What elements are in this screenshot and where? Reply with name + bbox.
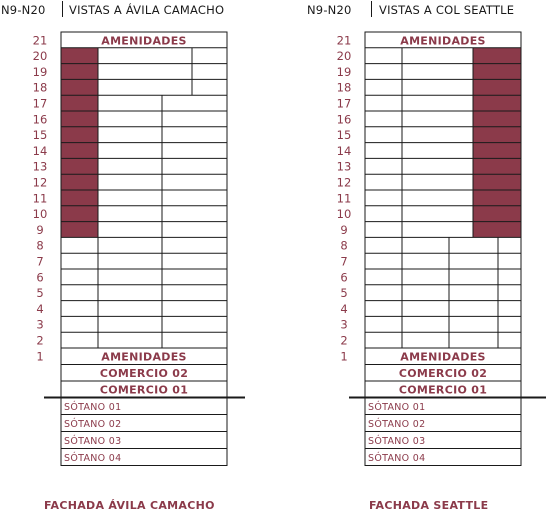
top-band-label: AMENIDADES [400,34,485,47]
floor-number: 21 [337,33,352,47]
heading-divider [371,1,372,17]
panel-footer: FACHADA SEATTLE [369,499,489,512]
floor-number: 3 [36,318,43,332]
floor-number: 1 [340,349,347,363]
floor-number: 6 [340,270,347,284]
lower-band-label: COMERCIO 01 [100,384,188,397]
basement-label: SÓTANO 02 [64,418,121,430]
basement-label: SÓTANO 02 [368,418,425,430]
floor-number: 16 [33,112,48,126]
floor-number: 14 [337,144,352,158]
floor-number: 9 [340,223,347,237]
floor-number: 20 [33,49,48,63]
floor-number: 10 [33,207,48,221]
floor-number: 18 [337,81,352,95]
floor-number: 12 [337,176,352,190]
floor-number: 8 [36,239,43,253]
lower-band-label: COMERCIO 02 [399,367,487,380]
basement-label: SÓTANO 04 [368,452,425,464]
basement-label: SÓTANO 03 [368,435,425,447]
floor-number: 11 [33,191,48,205]
floor-number: 17 [337,97,352,111]
panel-code: N9-N20 [307,3,352,17]
floor-number: 8 [340,239,347,253]
basement-label: SÓTANO 01 [64,401,121,413]
floor-number: 11 [337,191,352,205]
floor-number: 4 [340,302,347,316]
floor-number: 19 [33,65,48,79]
basement-label: SÓTANO 03 [64,435,121,447]
lower-band-label: COMERCIO 01 [399,384,487,397]
floor-number: 16 [337,112,352,126]
floor-number: 6 [36,270,43,284]
panel-heading: VISTAS A ÁVILA CAMACHO [69,3,225,17]
floor-number: 2 [36,334,43,348]
heading-divider [62,1,63,17]
floor-number: 21 [33,33,48,47]
floor-number: 10 [337,207,352,221]
floor-number: 20 [337,49,352,63]
floor-number: 2 [340,334,347,348]
floor-number: 4 [36,302,43,316]
floor-number: 7 [340,255,347,269]
floor-number: 14 [33,144,48,158]
floor-number: 9 [36,223,43,237]
floor-number: 3 [340,318,347,332]
lower-band-label: AMENIDADES [101,351,186,364]
lower-band-label: AMENIDADES [400,351,485,364]
floor-number: 5 [340,286,347,300]
lower-band-label: COMERCIO 02 [100,367,188,380]
top-band-label: AMENIDADES [101,34,186,47]
floor-number: 7 [36,255,43,269]
floor-number: 15 [337,128,352,142]
facade-panel-avila-camacho: N9-N20 VISTAS A ÁVILA CAMACHO 21 20 19 18 17… [1,1,245,512]
panel-heading: VISTAS A COL SEATTLE [379,3,515,17]
facade-panel-seattle: N9-N20 VISTAS A COL SEATTLE 21 20 19 18 17 16… [274,0,548,514]
basement-label: SÓTANO 04 [64,452,121,464]
panel-footer: FACHADA ÁVILA CAMACHO [44,499,215,512]
floor-number: 5 [36,286,43,300]
floor-number: 15 [33,128,48,142]
floor-number: 19 [337,65,352,79]
panel-code: N9-N20 [1,3,46,17]
basement-row [364,448,522,466]
basement-row [60,448,228,466]
floor-number: 1 [36,349,43,363]
floor-number: 13 [33,160,48,174]
floor-number: 13 [337,160,352,174]
floor-number: 17 [33,97,48,111]
floor-number: 12 [33,176,48,190]
basement-label: SÓTANO 01 [368,401,425,413]
floor-number: 18 [33,81,48,95]
